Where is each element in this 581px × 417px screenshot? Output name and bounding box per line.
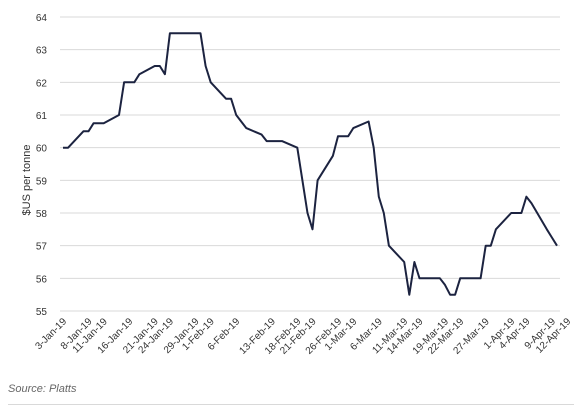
x-axis-ticks: 3-Jan-198-Jan-1911-Jan-1916-Jan-1921-Jan…: [33, 316, 573, 357]
bottom-divider: [8, 404, 574, 405]
y-axis-label: $US per tonne: [21, 145, 33, 216]
y-tick-label: 64: [36, 13, 48, 24]
source-note: Source: Platts: [8, 383, 77, 395]
gridlines: [60, 16, 560, 312]
y-tick-label: 63: [36, 46, 48, 57]
y-tick-label: 62: [36, 78, 48, 89]
line-chart: 55 56 57 58 59 60 61 62 63 64 3-Jan-198-Jan-1911-…: [21, 13, 574, 357]
price-series-line: [63, 32, 558, 296]
y-tick-label: 57: [36, 242, 48, 253]
y-tick-label: 59: [36, 176, 48, 187]
y-tick-label: 58: [36, 209, 48, 220]
y-axis-ticks: 55 56 57 58 59 60 61 62 63 64: [36, 13, 48, 318]
y-tick-label: 60: [36, 144, 48, 155]
y-tick-label: 55: [36, 307, 48, 318]
y-tick-label: 61: [36, 111, 48, 122]
y-tick-label: 56: [36, 274, 48, 285]
